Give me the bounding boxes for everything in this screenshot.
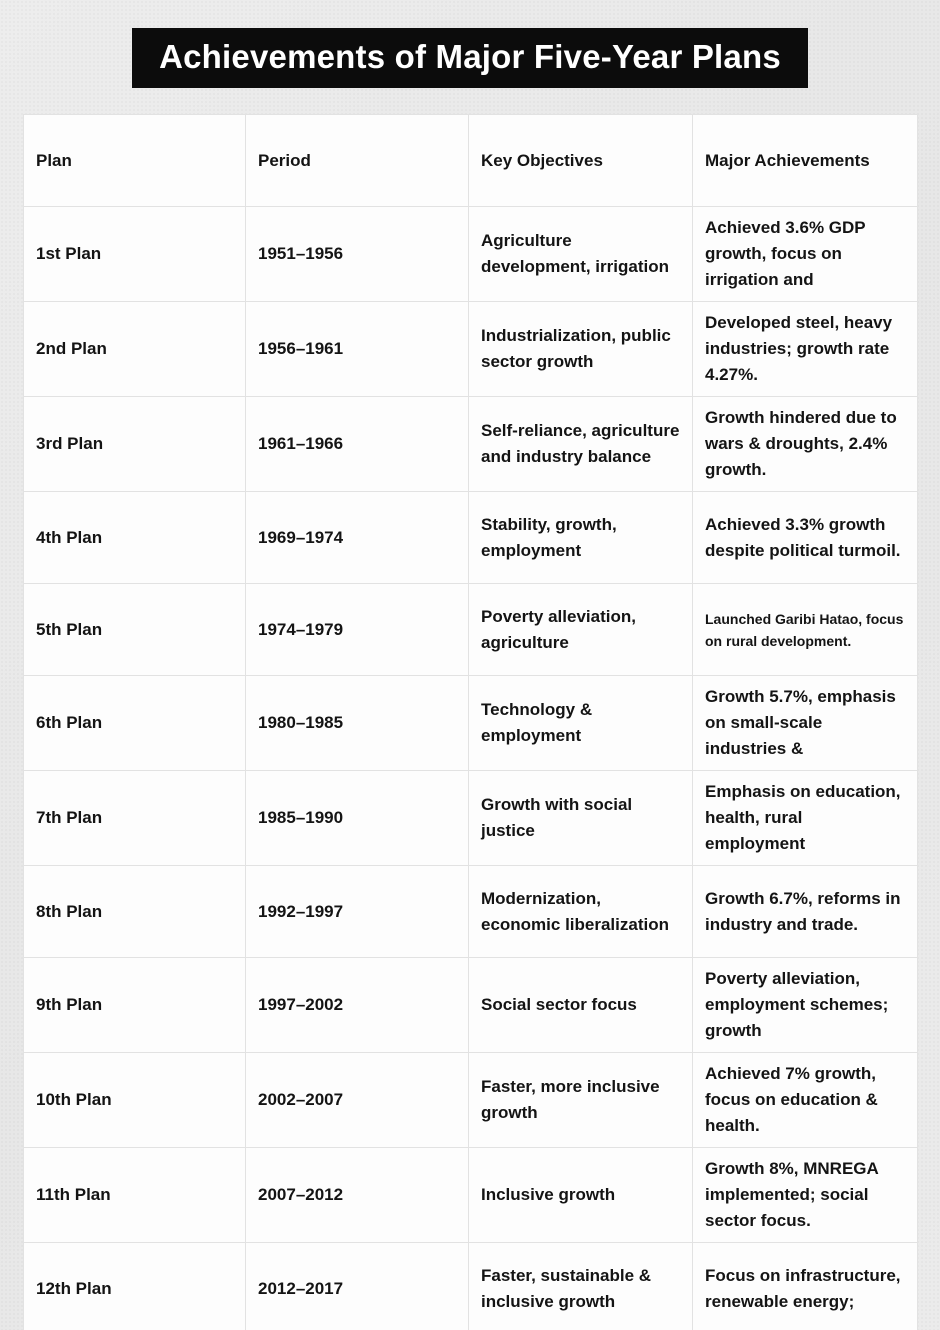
table-row: 6th Plan 1980–1985 Technology & employment… [23, 675, 918, 771]
header-key-objectives: Key Objectives [468, 114, 693, 207]
plan-cell: 2nd Plan [23, 301, 246, 397]
period-cell: 1985–1990 [245, 770, 469, 866]
plan-cell: 4th Plan [23, 491, 246, 584]
objectives-cell: Social sector focus [468, 957, 693, 1053]
objectives-cell: Technology & employment [468, 675, 693, 771]
plan-cell: 12th Plan [23, 1242, 246, 1330]
header-plan: Plan [23, 114, 246, 207]
table-body: 1st Plan 1951–1956 Agriculture development… [23, 206, 918, 1330]
achievements-cell: Achieved 7% growth, focus on education &… [692, 1052, 918, 1148]
plans-table-container: Plan Period Key Objectives Major Achieve… [23, 114, 918, 1330]
table-row: 8th Plan 1992–1997 Modernization, economic… [23, 865, 918, 958]
page-title: Achievements of Major Five-Year Plans [159, 38, 781, 75]
table-row: 3rd Plan 1961–1966 Self-reliance, agricult… [23, 396, 918, 492]
table-row: 9th Plan 1997–2002 Social sector focus Pove… [23, 957, 918, 1053]
plan-cell: 1st Plan [23, 206, 246, 302]
objectives-cell: Stability, growth, employment [468, 491, 693, 584]
period-cell: 1969–1974 [245, 491, 469, 584]
objectives-cell: Growth with social justice [468, 770, 693, 866]
period-cell: 1956–1961 [245, 301, 469, 397]
achievements-cell: Focus on infrastructure, renewable energ… [692, 1242, 918, 1330]
plan-cell: 6th Plan [23, 675, 246, 771]
table-row: 1st Plan 1951–1956 Agriculture development… [23, 206, 918, 302]
table-row: 11th Plan 2007–2012 Inclusive growth Growth… [23, 1147, 918, 1243]
table-row: 4th Plan 1969–1974 Stability, growth, empl… [23, 491, 918, 584]
plans-table: Plan Period Key Objectives Major Achieve… [23, 114, 918, 1330]
achievements-cell: Achieved 3.6% GDP growth, focus on irrig… [692, 206, 918, 302]
achievements-cell: Emphasis on education, health, rural emp… [692, 770, 918, 866]
table-row: 2nd Plan 1956–1961 Industrialization, publ… [23, 301, 918, 397]
objectives-cell: Self-reliance, agriculture and industry … [468, 396, 693, 492]
period-cell: 1992–1997 [245, 865, 469, 958]
achievements-cell: Growth 8%, MNREGA implemented; social se… [692, 1147, 918, 1243]
objectives-cell: Agriculture development, irrigation [468, 206, 693, 302]
plan-cell: 11th Plan [23, 1147, 246, 1243]
table-row: 5th Plan 1974–1979 Poverty alleviation, ag… [23, 583, 918, 676]
plan-cell: 10th Plan [23, 1052, 246, 1148]
achievements-cell: Growth 6.7%, reforms in industry and tra… [692, 865, 918, 958]
period-cell: 2002–2007 [245, 1052, 469, 1148]
header-period: Period [245, 114, 469, 207]
table-row: 12th Plan 2012–2017 Faster, sustainable & … [23, 1242, 918, 1330]
period-cell: 1961–1966 [245, 396, 469, 492]
period-cell: 2007–2012 [245, 1147, 469, 1243]
period-cell: 1951–1956 [245, 206, 469, 302]
page-title-banner: Achievements of Major Five-Year Plans [132, 28, 808, 88]
table-row: 7th Plan 1985–1990 Growth with social just… [23, 770, 918, 866]
achievements-cell: Growth 5.7%, emphasis on small-scale ind… [692, 675, 918, 771]
objectives-cell: Faster, more inclusive growth [468, 1052, 693, 1148]
period-cell: 1997–2002 [245, 957, 469, 1053]
achievements-cell: Achieved 3.3% growth despite political t… [692, 491, 918, 584]
achievements-cell: Poverty alleviation, employment schemes;… [692, 957, 918, 1053]
header-major-achievements: Major Achievements [692, 114, 918, 207]
plan-cell: 3rd Plan [23, 396, 246, 492]
objectives-cell: Faster, sustainable & inclusive growth [468, 1242, 693, 1330]
achievements-cell: Growth hindered due to wars & droughts, … [692, 396, 918, 492]
objectives-cell: Industrialization, public sector growth [468, 301, 693, 397]
plan-cell: 9th Plan [23, 957, 246, 1053]
plan-cell: 8th Plan [23, 865, 246, 958]
period-cell: 2012–2017 [245, 1242, 469, 1330]
objectives-cell: Poverty alleviation, agriculture [468, 583, 693, 676]
table-header-row: Plan Period Key Objectives Major Achieve… [23, 114, 918, 207]
table-row: 10th Plan 2002–2007 Faster, more inclusive… [23, 1052, 918, 1148]
objectives-cell: Inclusive growth [468, 1147, 693, 1243]
period-cell: 1974–1979 [245, 583, 469, 676]
plan-cell: 7th Plan [23, 770, 246, 866]
plan-cell: 5th Plan [23, 583, 246, 676]
objectives-cell: Modernization, economic liberalization [468, 865, 693, 958]
achievements-cell: Launched Garibi Hatao, focus on rural de… [692, 583, 918, 676]
achievements-cell: Developed steel, heavy industries; growt… [692, 301, 918, 397]
period-cell: 1980–1985 [245, 675, 469, 771]
